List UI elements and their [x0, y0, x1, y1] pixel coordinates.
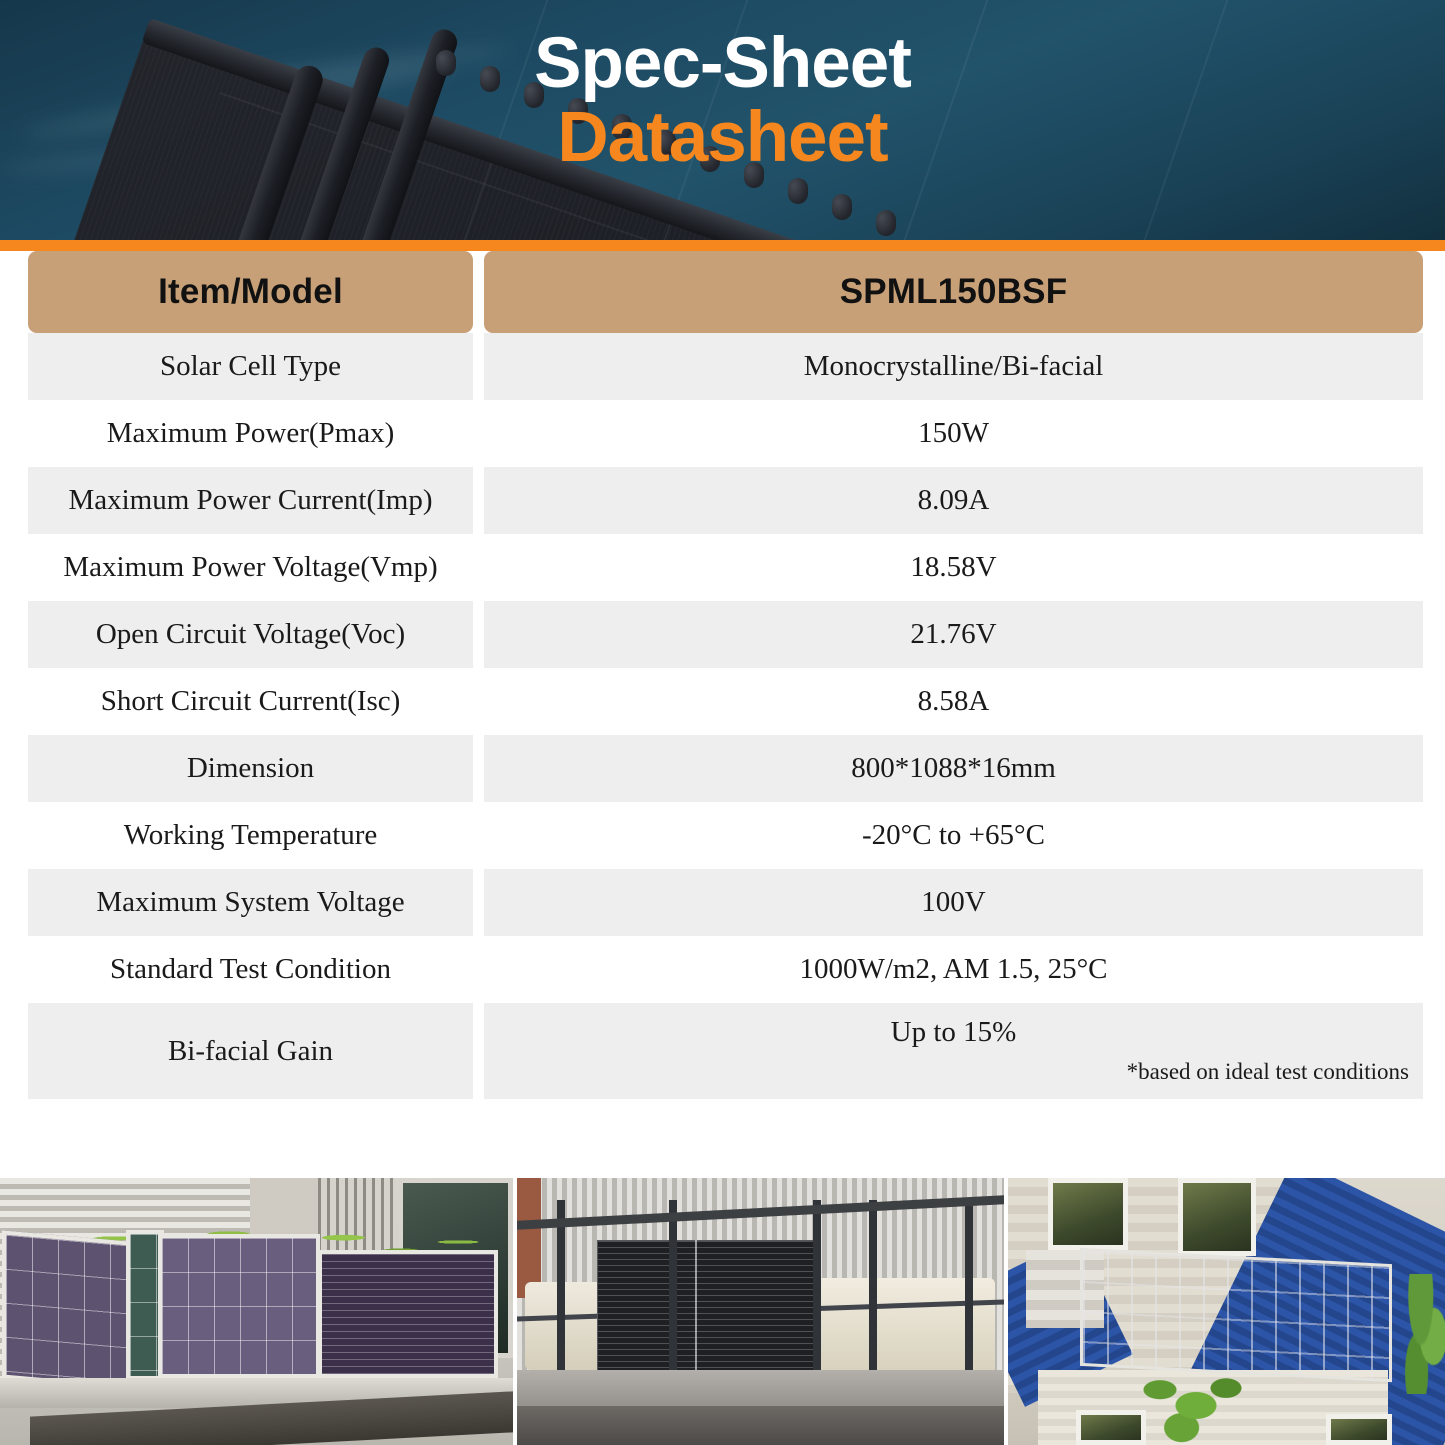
table-row: Maximum Power Current(Imp) 8.09A	[0, 467, 1445, 534]
row-label: Open Circuit Voltage(Voc)	[28, 601, 473, 668]
solar-panel	[318, 1250, 498, 1378]
row-value: 100V	[484, 869, 1423, 936]
row-label: Short Circuit Current(Isc)	[100, 685, 401, 717]
hero-roof-photo	[0, 0, 1445, 240]
page-subtitle: Datasheet	[557, 98, 888, 178]
row-label: Standard Test Condition	[110, 953, 391, 985]
roof-tile-icon	[568, 98, 588, 124]
row-value: Monocrystalline/Bi-facial	[484, 333, 1423, 400]
window	[1048, 1178, 1128, 1250]
table-row: Maximum Power Voltage(Vmp) 18.58V	[0, 534, 1445, 601]
railing-post	[965, 1200, 973, 1415]
window	[1326, 1414, 1392, 1445]
page-title: Spec-Sheet	[534, 24, 912, 103]
row-value: 8.58A	[917, 685, 990, 717]
terrace-base	[517, 1406, 1004, 1445]
header-cell-item: Item/Model	[28, 251, 473, 333]
window	[1178, 1178, 1256, 1256]
solar-panel-seam	[695, 1240, 697, 1400]
table-row: Short Circuit Current(Isc) 8.58A	[0, 668, 1445, 735]
table-row: Working Temperature -20°C to +65°C	[0, 802, 1445, 869]
row-label: Solar Cell Type	[28, 333, 473, 400]
table-row: Bi-facial Gain Up to 15% *based on ideal…	[0, 1003, 1445, 1099]
accent-divider	[0, 240, 1445, 251]
roof-tile-icon	[876, 210, 896, 236]
railing-post	[813, 1200, 821, 1415]
table-row: Open Circuit Voltage(Voc) 21.76V	[0, 601, 1445, 668]
photo-strip	[0, 1178, 1445, 1445]
table-row: Standard Test Condition 1000W/m2, AM 1.5…	[0, 936, 1445, 1003]
photo-terrace-panel	[517, 1178, 1004, 1445]
row-label: Bi-facial Gain	[28, 1003, 473, 1099]
row-value: 1000W/m2, AM 1.5, 25°C	[799, 953, 1108, 985]
roof-tile-icon	[612, 114, 632, 140]
table-row: Dimension 800*1088*16mm	[0, 735, 1445, 802]
row-label: Maximum System Voltage	[28, 869, 473, 936]
railing-post	[557, 1200, 565, 1415]
roof-tile-icon	[436, 50, 456, 76]
spec-table: Item/Model SPML150BSF Solar Cell Type Mo…	[0, 251, 1445, 1099]
row-value: 18.58V	[910, 551, 997, 583]
roof-tile-icon	[788, 178, 808, 204]
solar-panel	[158, 1234, 320, 1378]
row-value: 8.09A	[484, 467, 1423, 534]
row-label: Maximum Power Voltage(Vmp)	[63, 551, 438, 583]
roof-tile-icon	[480, 66, 500, 92]
hero-banner: Spec-Sheet Datasheet	[0, 0, 1445, 240]
tree-foliage	[1136, 1366, 1256, 1445]
roof-tile-icon	[656, 130, 676, 156]
row-value: Up to 15%	[890, 1016, 1017, 1048]
row-value: 150W	[918, 417, 989, 449]
row-label: Maximum Power Current(Imp)	[28, 467, 473, 534]
row-label: Working Temperature	[123, 819, 378, 851]
roof-tile-icon	[832, 194, 852, 220]
photo-balcony-panels	[0, 1178, 513, 1445]
roof-tile-icon	[700, 146, 720, 172]
photo-house-balcony-panel	[1008, 1178, 1445, 1445]
row-value: 800*1088*16mm	[484, 735, 1423, 802]
hero-title-group: Spec-Sheet Datasheet	[0, 24, 1445, 178]
table-row: Maximum System Voltage 100V	[0, 869, 1445, 936]
table-row: Maximum Power(Pmax) 150W	[0, 400, 1445, 467]
brick-column	[517, 1178, 541, 1298]
table-header-row: Item/Model SPML150BSF	[0, 251, 1445, 333]
row-value-footnote: *based on ideal test conditions	[1126, 1058, 1409, 1084]
roof-tile-icon	[524, 82, 544, 108]
railing-post	[669, 1200, 677, 1415]
table-row: Solar Cell Type Monocrystalline/Bi-facia…	[0, 333, 1445, 400]
solar-panel	[1080, 1247, 1392, 1383]
row-value: -20°C to +65°C	[862, 819, 1045, 851]
window	[1076, 1410, 1146, 1445]
header-cell-model: SPML150BSF	[484, 251, 1423, 333]
row-value: 21.76V	[484, 601, 1423, 668]
vine-foliage	[1404, 1274, 1445, 1394]
solar-panel	[2, 1230, 130, 1390]
row-value-group: Up to 15% *based on ideal test condition…	[484, 1003, 1423, 1099]
row-label: Maximum Power(Pmax)	[106, 417, 395, 449]
row-label: Dimension	[28, 735, 473, 802]
railing-post	[869, 1200, 877, 1415]
roof-tile-icon	[744, 162, 764, 188]
